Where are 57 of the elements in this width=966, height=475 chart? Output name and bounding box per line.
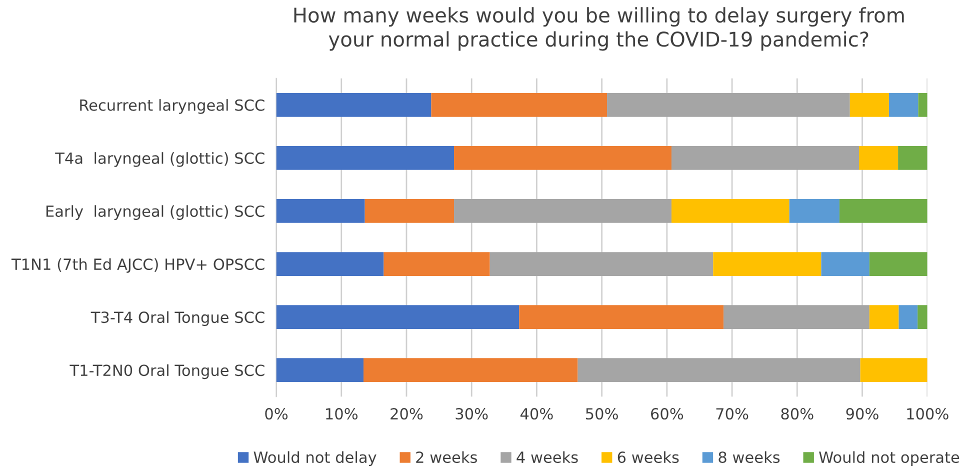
bar	[276, 358, 364, 382]
legend-label: Would not operate	[819, 451, 960, 466]
bar	[384, 252, 490, 276]
bar	[860, 358, 928, 382]
bar	[869, 252, 928, 276]
x-tick-label: 10%	[326, 408, 358, 420]
bar	[276, 92, 432, 117]
x-tick-label: 50%	[586, 408, 618, 420]
bar	[454, 146, 672, 170]
bar	[918, 92, 928, 117]
legend-label: 4 weeks	[516, 451, 578, 464]
bar	[724, 305, 870, 329]
bar	[607, 92, 850, 117]
bar	[713, 252, 822, 276]
bar	[671, 146, 859, 170]
y-tick-label: T3-T4 Oral Tongue SCC	[90, 311, 264, 326]
y-tick-label: T1-T2N0 Oral Tongue SCC	[70, 364, 264, 380]
x-tick-label: 0%	[265, 408, 288, 420]
bar	[364, 358, 578, 382]
y-tick-label: T1N1 (7th Ed AJCC) HPV+ OPSCC	[11, 258, 264, 273]
bar	[839, 199, 928, 223]
x-tick-label: 100%	[907, 408, 948, 420]
bar	[276, 305, 520, 329]
legend-label: 8 weeks	[718, 451, 780, 464]
chart-title: How many weeks would you be willing to delay surgery from your normal practice during the COVID-19 pandemic?	[294, 7, 904, 51]
bar	[789, 199, 840, 223]
bar	[671, 199, 790, 223]
bar	[454, 199, 672, 223]
x-tick-label: 60%	[651, 408, 684, 420]
x-tick-label: 30%	[456, 408, 488, 420]
bar	[431, 92, 608, 117]
x-tick-label: 90%	[846, 408, 878, 420]
bar	[850, 92, 889, 117]
legend-label: Would not delay	[254, 451, 376, 466]
bar	[869, 305, 899, 329]
bar	[858, 146, 898, 170]
bar	[578, 358, 860, 382]
legend-label: 2 weeks	[416, 451, 477, 464]
bar	[918, 305, 928, 329]
x-tick-label: 40%	[520, 408, 553, 420]
x-tick-label: 70%	[716, 408, 748, 420]
bar	[364, 199, 454, 223]
bar	[490, 252, 714, 276]
bar	[276, 146, 454, 170]
legend-label: 6 weeks	[618, 451, 679, 464]
bar	[276, 199, 365, 223]
y-tick-label: T4a laryngeal (glottic) SCC	[55, 152, 264, 167]
bar	[276, 252, 384, 276]
x-tick-label: 80%	[781, 408, 814, 420]
bar	[898, 305, 918, 329]
bar	[898, 146, 928, 170]
bar	[519, 305, 724, 329]
x-tick-label: 20%	[390, 408, 423, 420]
bar	[888, 92, 918, 117]
y-tick-label: Early laryngeal (glottic) SCC	[46, 205, 264, 220]
y-tick-label: Recurrent laryngeal SCC	[80, 99, 264, 114]
bar	[821, 252, 870, 276]
